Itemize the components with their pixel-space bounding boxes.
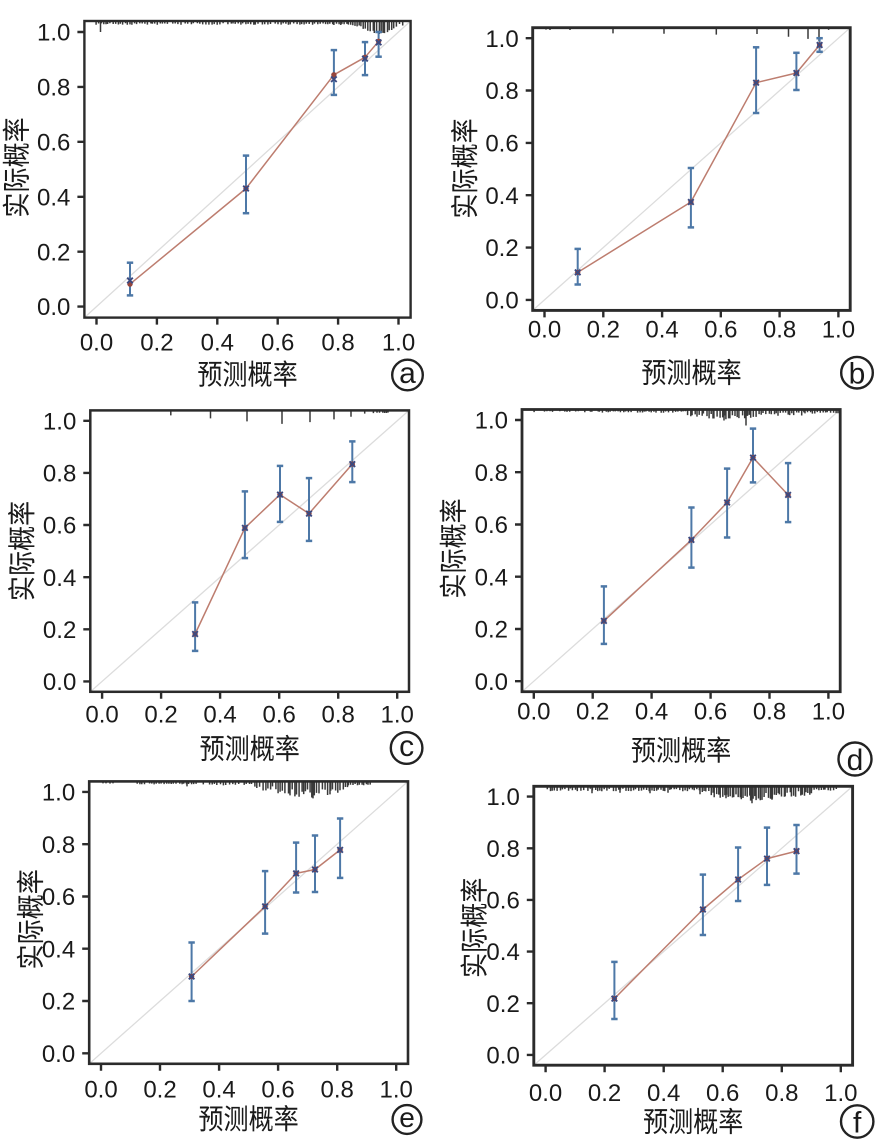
svg-text:0.4: 0.4	[635, 699, 668, 726]
svg-text:0.6: 0.6	[42, 884, 75, 911]
svg-text:0.2: 0.2	[140, 329, 173, 356]
svg-text:0.8: 0.8	[321, 329, 354, 356]
svg-text:0.0: 0.0	[84, 1077, 117, 1104]
svg-text:0.0: 0.0	[528, 317, 561, 344]
svg-text:0.4: 0.4	[647, 1080, 680, 1107]
svg-text:0.0: 0.0	[42, 1041, 75, 1068]
svg-text:0.8: 0.8	[475, 460, 508, 487]
svg-text:b: b	[849, 358, 866, 391]
svg-text:1.0: 1.0	[43, 408, 76, 435]
svg-text:0.8: 0.8	[322, 702, 355, 729]
svg-text:0.4: 0.4	[202, 1077, 235, 1104]
svg-text:1.0: 1.0	[824, 1080, 857, 1107]
svg-text:0.0: 0.0	[85, 702, 118, 729]
svg-text:0.8: 0.8	[765, 1080, 798, 1107]
svg-text:1.0: 1.0	[37, 20, 70, 47]
svg-text:0.6: 0.6	[475, 512, 508, 539]
svg-text:0.4: 0.4	[37, 184, 70, 211]
svg-text:0.4: 0.4	[645, 317, 678, 344]
svg-text:0.0: 0.0	[43, 669, 76, 696]
svg-text:0.8: 0.8	[37, 75, 70, 102]
svg-text:0.0: 0.0	[529, 1080, 562, 1107]
svg-text:0.6: 0.6	[706, 1080, 739, 1107]
svg-text:0.2: 0.2	[42, 989, 75, 1016]
svg-text:0.8: 0.8	[43, 461, 76, 488]
svg-text:0.4: 0.4	[42, 936, 75, 963]
svg-text:0.6: 0.6	[261, 1077, 294, 1104]
svg-text:0.6: 0.6	[485, 131, 518, 158]
svg-text:1.0: 1.0	[822, 317, 855, 344]
svg-text:0.8: 0.8	[486, 836, 519, 863]
svg-text:1.0: 1.0	[486, 784, 519, 811]
svg-text:f: f	[853, 1107, 862, 1140]
svg-text:0.2: 0.2	[144, 702, 177, 729]
svg-text:0.2: 0.2	[486, 991, 519, 1018]
svg-text:0.0: 0.0	[485, 288, 518, 315]
svg-text:0.4: 0.4	[475, 564, 508, 591]
svg-text:0.4: 0.4	[43, 565, 76, 592]
svg-text:d: d	[847, 744, 864, 777]
svg-text:1.0: 1.0	[380, 1077, 413, 1104]
svg-text:0.2: 0.2	[587, 317, 620, 344]
svg-text:0.6: 0.6	[263, 702, 296, 729]
svg-text:0.0: 0.0	[475, 669, 508, 696]
svg-text:e: e	[399, 1102, 415, 1133]
svg-text:0.2: 0.2	[485, 235, 518, 262]
svg-text:0.2: 0.2	[37, 239, 70, 266]
svg-text:0.6: 0.6	[486, 888, 519, 915]
svg-text:0.4: 0.4	[203, 702, 236, 729]
svg-text:1.0: 1.0	[475, 408, 508, 435]
svg-text:0.2: 0.2	[576, 699, 609, 726]
svg-text:1.0: 1.0	[485, 26, 518, 53]
svg-text:0.0: 0.0	[517, 699, 550, 726]
svg-text:0.0: 0.0	[37, 294, 70, 321]
svg-text:0.4: 0.4	[486, 939, 519, 966]
svg-text:1.0: 1.0	[42, 780, 75, 807]
svg-text:0.8: 0.8	[753, 699, 786, 726]
svg-text:1.0: 1.0	[381, 702, 414, 729]
svg-text:0.2: 0.2	[588, 1080, 621, 1107]
svg-text:0.6: 0.6	[43, 513, 76, 540]
svg-text:1.0: 1.0	[812, 699, 845, 726]
svg-text:a: a	[399, 357, 416, 390]
svg-text:0.2: 0.2	[143, 1077, 176, 1104]
svg-text:0.8: 0.8	[763, 317, 796, 344]
svg-text:0.2: 0.2	[43, 617, 76, 644]
svg-text:0.6: 0.6	[704, 317, 737, 344]
svg-text:0.6: 0.6	[37, 129, 70, 156]
svg-text:0.6: 0.6	[261, 329, 294, 356]
svg-text:0.8: 0.8	[485, 78, 518, 105]
svg-text:c: c	[399, 730, 414, 763]
svg-text:0.4: 0.4	[201, 329, 234, 356]
svg-text:0.2: 0.2	[475, 617, 508, 644]
svg-text:0.0: 0.0	[486, 1043, 519, 1070]
svg-text:0.8: 0.8	[321, 1077, 354, 1104]
svg-text:0.6: 0.6	[694, 699, 727, 726]
svg-text:0.4: 0.4	[485, 183, 518, 210]
svg-text:1.0: 1.0	[382, 329, 415, 356]
svg-text:0.0: 0.0	[80, 329, 113, 356]
svg-text:0.8: 0.8	[42, 832, 75, 859]
